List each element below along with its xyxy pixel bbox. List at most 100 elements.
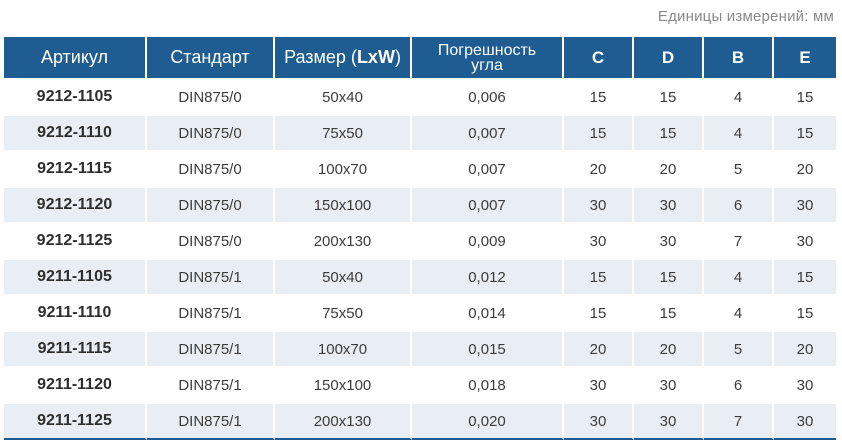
cell-d: 15 <box>634 114 704 150</box>
size-header-lxw: LxW <box>356 47 395 67</box>
cell-size: 50x40 <box>275 258 412 294</box>
cell-article: 9212-1115 <box>4 150 147 186</box>
cell-tolerance: 0,006 <box>412 78 564 114</box>
cell-tolerance: 0,020 <box>412 402 564 440</box>
cell-c: 20 <box>564 150 634 186</box>
cell-article: 9212-1120 <box>4 186 147 222</box>
cell-e: 15 <box>774 258 836 294</box>
spec-table: Артикул Стандарт Размер (LxW) Погрешност… <box>4 37 836 440</box>
cell-c: 15 <box>564 114 634 150</box>
cell-tolerance: 0,009 <box>412 222 564 258</box>
cell-b: 4 <box>704 294 774 330</box>
cell-d: 30 <box>634 186 704 222</box>
table-row: 9212-1120 DIN875/0 150x100 0,007 30 30 6 30 <box>4 186 836 222</box>
table-row: 9211-1120 DIN875/1 150x100 0,018 30 30 6 30 <box>4 366 836 402</box>
table-row: 9212-1115 DIN875/0 100x70 0,007 20 20 5 20 <box>4 150 836 186</box>
cell-tolerance: 0,012 <box>412 258 564 294</box>
header-row: Артикул Стандарт Размер (LxW) Погрешност… <box>4 37 836 78</box>
cell-tolerance: 0,007 <box>412 114 564 150</box>
cell-c: 30 <box>564 402 634 440</box>
cell-size: 50x40 <box>275 78 412 114</box>
cell-standard: DIN875/1 <box>147 402 275 440</box>
col-header-tolerance: Погрешность угла <box>412 37 564 78</box>
cell-e: 15 <box>774 78 836 114</box>
cell-e: 30 <box>774 366 836 402</box>
cell-b: 5 <box>704 150 774 186</box>
cell-article: 9211-1110 <box>4 294 147 330</box>
table-row: 9211-1110 DIN875/1 75x50 0,014 15 15 4 15 <box>4 294 836 330</box>
cell-size: 100x70 <box>275 150 412 186</box>
cell-e: 15 <box>774 114 836 150</box>
table-row: 9212-1125 DIN875/0 200x130 0,009 30 30 7 30 <box>4 222 836 258</box>
cell-article: 9212-1105 <box>4 78 147 114</box>
cell-d: 30 <box>634 402 704 440</box>
cell-e: 15 <box>774 294 836 330</box>
col-header-d: D <box>634 37 704 78</box>
cell-c: 15 <box>564 258 634 294</box>
cell-standard: DIN875/0 <box>147 186 275 222</box>
cell-d: 15 <box>634 258 704 294</box>
cell-standard: DIN875/0 <box>147 78 275 114</box>
cell-b: 4 <box>704 78 774 114</box>
cell-size: 75x50 <box>275 114 412 150</box>
cell-e: 30 <box>774 222 836 258</box>
cell-article: 9211-1105 <box>4 258 147 294</box>
cell-d: 20 <box>634 150 704 186</box>
table-row: 9211-1105 DIN875/1 50x40 0,012 15 15 4 15 <box>4 258 836 294</box>
cell-b: 6 <box>704 186 774 222</box>
cell-b: 7 <box>704 402 774 440</box>
cell-standard: DIN875/1 <box>147 366 275 402</box>
tolerance-header-line2: угла <box>471 56 503 74</box>
table-row: 9212-1110 DIN875/0 75x50 0,007 15 15 4 15 <box>4 114 836 150</box>
cell-d: 30 <box>634 366 704 402</box>
cell-tolerance: 0,007 <box>412 186 564 222</box>
cell-standard: DIN875/1 <box>147 294 275 330</box>
cell-size: 75x50 <box>275 294 412 330</box>
units-note: Единицы измерений: мм <box>657 8 834 25</box>
cell-b: 6 <box>704 366 774 402</box>
cell-tolerance: 0,018 <box>412 366 564 402</box>
col-header-e: E <box>774 37 836 78</box>
cell-e: 20 <box>774 330 836 366</box>
table-row: 9211-1115 DIN875/1 100x70 0,015 20 20 5 20 <box>4 330 836 366</box>
tolerance-header-line1: Погрешность <box>437 41 537 59</box>
size-header-suffix: ) <box>394 47 401 67</box>
cell-article: 9212-1110 <box>4 114 147 150</box>
table-row: 9212-1105 DIN875/0 50x40 0,006 15 15 4 15 <box>4 78 836 114</box>
col-header-size: Размер (LxW) <box>275 37 412 78</box>
cell-article: 9211-1115 <box>4 330 147 366</box>
cell-size: 100x70 <box>275 330 412 366</box>
cell-tolerance: 0,014 <box>412 294 564 330</box>
cell-d: 30 <box>634 222 704 258</box>
col-header-c: C <box>564 37 634 78</box>
cell-standard: DIN875/0 <box>147 222 275 258</box>
cell-article: 9211-1125 <box>4 402 147 440</box>
cell-size: 150x100 <box>275 366 412 402</box>
cell-b: 4 <box>704 114 774 150</box>
cell-d: 15 <box>634 294 704 330</box>
col-header-b: B <box>704 37 774 78</box>
cell-d: 20 <box>634 330 704 366</box>
cell-b: 4 <box>704 258 774 294</box>
cell-size: 200x130 <box>275 222 412 258</box>
cell-d: 15 <box>634 78 704 114</box>
cell-c: 15 <box>564 78 634 114</box>
cell-standard: DIN875/0 <box>147 114 275 150</box>
size-header-prefix: Размер ( <box>284 47 357 67</box>
cell-size: 150x100 <box>275 186 412 222</box>
cell-size: 200x130 <box>275 402 412 440</box>
cell-c: 15 <box>564 294 634 330</box>
table-row: 9211-1125 DIN875/1 200x130 0,020 30 30 7 30 <box>4 402 836 440</box>
cell-b: 7 <box>704 222 774 258</box>
cell-c: 30 <box>564 186 634 222</box>
cell-standard: DIN875/1 <box>147 258 275 294</box>
col-header-article: Артикул <box>4 37 147 78</box>
cell-e: 30 <box>774 402 836 440</box>
col-header-standard: Стандарт <box>147 37 275 78</box>
cell-e: 20 <box>774 150 836 186</box>
cell-c: 20 <box>564 330 634 366</box>
cell-c: 30 <box>564 366 634 402</box>
cell-standard: DIN875/0 <box>147 150 275 186</box>
cell-tolerance: 0,007 <box>412 150 564 186</box>
cell-article: 9211-1120 <box>4 366 147 402</box>
